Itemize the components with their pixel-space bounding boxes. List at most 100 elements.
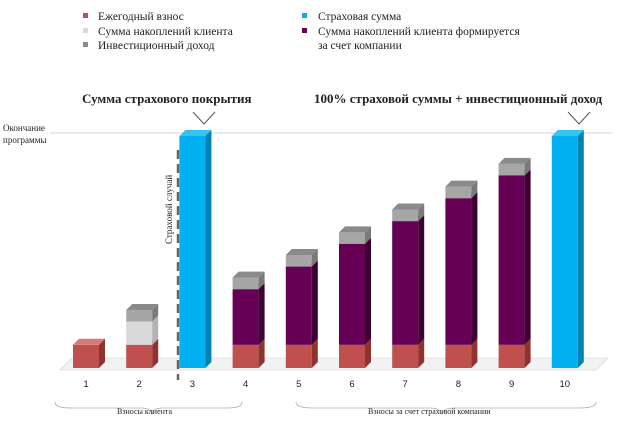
bar-side-annual-6 — [365, 338, 371, 368]
bar-side-invest-5 — [311, 248, 318, 267]
bar-front-annual-7 — [392, 344, 419, 368]
bar-side-company-8 — [471, 192, 478, 345]
legend-item-insured: Страховая сумма — [302, 11, 401, 23]
legend-item-invest: Инвестиционный доход — [83, 40, 215, 52]
bar-side-annual-9 — [524, 338, 531, 368]
callout-chevron-left — [192, 111, 216, 125]
bar-side-invest-8 — [471, 180, 478, 199]
brace-company-contributions — [295, 401, 597, 416]
bar-front-invest-5 — [285, 254, 312, 267]
bar-front-company-7 — [392, 221, 419, 345]
legend-swatch-annual — [83, 13, 88, 18]
x-tick-8: 8 — [456, 379, 461, 390]
bar-side-annual-2 — [152, 338, 159, 368]
x-tick-labels: 1 2 3 4 5 6 7 8 9 10 — [83, 379, 570, 390]
bar-side-company-4 — [258, 283, 265, 345]
bar-side-annual-7 — [418, 338, 425, 368]
x-tick-7: 7 — [403, 379, 408, 390]
bar-side-client-2 — [152, 315, 159, 345]
bar-side-invest-6 — [365, 226, 371, 244]
bar-side-invest-2 — [152, 304, 159, 322]
bar-side-invest-9 — [524, 157, 531, 176]
x-tick-9: 9 — [509, 379, 514, 390]
legend-item-company: Сумма накоплений клиента формируется за … — [302, 26, 520, 52]
heading-coverage: Сумма страхового покрытия — [82, 91, 252, 106]
heading-full-sum: 100% страховой суммы + инвестиционный до… — [314, 91, 603, 106]
bar-front-company-4 — [232, 289, 259, 345]
bar-side-company-9 — [524, 169, 531, 345]
bar-front-annual-4 — [232, 344, 259, 368]
bar-segment-invest-5 — [285, 248, 318, 267]
bar-front-invest-7 — [392, 209, 419, 222]
legend-item-annual: Ежегодный взнос — [83, 11, 184, 23]
bar-side-company-7 — [418, 215, 425, 345]
bar-segment-company-8 — [445, 192, 478, 345]
bar-front-annual-9 — [498, 344, 525, 368]
insured-event-label: Страховой случай — [164, 175, 174, 244]
x-tick-3: 3 — [190, 379, 195, 390]
bar-front-annual-6 — [339, 344, 365, 368]
bar-front-company-8 — [445, 198, 472, 345]
bar-side-annual-8 — [471, 338, 478, 368]
bar-top-invest-4 — [232, 271, 265, 278]
bar-side-annual-5 — [311, 338, 318, 368]
bar-front-company-9 — [498, 175, 525, 345]
bar-side-company-5 — [311, 260, 318, 345]
legend-label-client: Сумма накоплений клиента — [98, 26, 233, 38]
bar-top-invest-2 — [126, 304, 159, 310]
client-contributions-label: Взносы клиента — [117, 407, 172, 416]
bars — [73, 130, 584, 368]
bar-top-invest-6 — [339, 226, 371, 233]
bar-segment-insured-3 — [179, 130, 212, 368]
bar-front-invest-8 — [445, 186, 472, 199]
legend: Ежегодный взнос Сумма накоплений клиента… — [83, 11, 520, 52]
legend-label-company: Сумма накоплений клиента формируется — [318, 26, 520, 38]
legend-swatch-insured — [302, 13, 307, 18]
bar-segment-company-6 — [339, 237, 371, 345]
legend-label-invest: Инвестиционный доход — [98, 40, 215, 52]
bar-side-annual-4 — [258, 338, 265, 368]
bar-segment-invest-4 — [232, 271, 265, 290]
bar-front-annual-2 — [126, 344, 153, 368]
bar-front-invest-6 — [339, 232, 365, 244]
bar-side-insured-10 — [577, 130, 584, 368]
legend-label-annual: Ежегодный взнос — [98, 11, 184, 23]
bar-top-invest-8 — [445, 180, 478, 187]
end-of-program-label-1: Окончание — [3, 123, 45, 133]
bar-segment-company-7 — [392, 215, 425, 345]
bar-front-invest-9 — [498, 163, 525, 176]
bar-segment-annual-1 — [73, 338, 105, 368]
bar-segment-invest-9 — [498, 157, 531, 176]
bar-segment-invest-8 — [445, 180, 478, 199]
legend-label-insured: Страховая сумма — [318, 11, 401, 23]
x-tick-10: 10 — [560, 379, 571, 390]
bar-front-company-6 — [339, 243, 365, 345]
bar-front-annual-5 — [285, 344, 312, 368]
bar-segment-company-4 — [232, 283, 265, 345]
brace-client-contributions — [54, 401, 243, 416]
bar-front-insured-3 — [179, 136, 206, 368]
bar-front-invest-2 — [126, 310, 153, 322]
bar-front-company-5 — [285, 266, 312, 345]
bar-segment-company-9 — [498, 169, 531, 345]
bar-side-invest-7 — [418, 203, 425, 222]
x-tick-6: 6 — [349, 379, 354, 390]
bar-top-insured-3 — [179, 130, 212, 136]
bar-top-invest-7 — [392, 203, 425, 210]
bar-side-company-6 — [365, 237, 371, 345]
x-tick-2: 2 — [137, 379, 142, 390]
bar-top-invest-5 — [285, 248, 318, 255]
bar-front-annual-8 — [445, 344, 472, 368]
legend-swatch-invest — [83, 42, 88, 47]
bar-front-insured-10 — [551, 136, 578, 368]
bar-side-annual-1 — [99, 338, 105, 368]
bar-front-client-2 — [126, 321, 153, 345]
bar-front-annual-1 — [73, 344, 99, 368]
bar-segment-insured-10 — [551, 130, 584, 368]
bar-top-invest-9 — [498, 157, 531, 164]
bar-side-insured-3 — [205, 130, 212, 368]
company-contributions-label: Взносы за счет страховой компании — [368, 407, 491, 416]
callout-chevron-right — [567, 111, 591, 125]
legend-swatch-company — [302, 28, 307, 33]
